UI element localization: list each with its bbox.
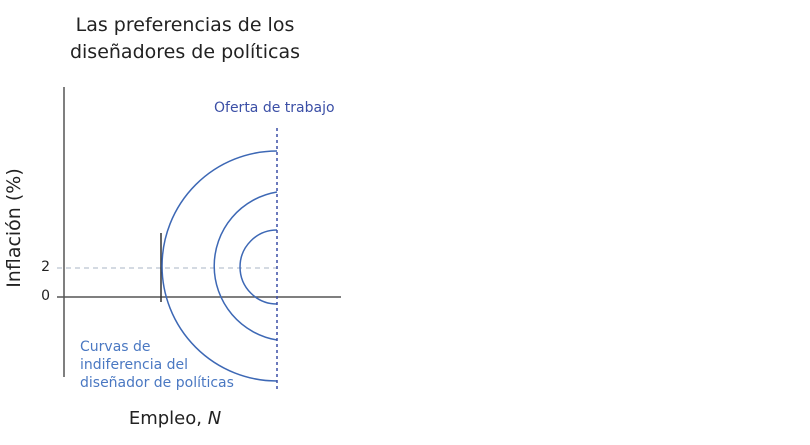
indifference-curve-middle	[213, 191, 278, 341]
x-axis-label: Empleo, N	[100, 408, 250, 429]
x-axis-label-text: Empleo,	[128, 408, 208, 429]
y-tick-2: 2	[41, 259, 50, 275]
title-line-2: diseñadores de políticas	[69, 41, 301, 63]
diagram-title: Las preferencias de los diseñadores de p…	[40, 12, 330, 66]
title-line-1: Las preferencias de los	[75, 14, 295, 36]
label-line-3: diseñador de políticas	[80, 375, 234, 391]
label-line-1: Curvas de	[80, 339, 151, 355]
x-axis-variable: N	[207, 408, 222, 429]
labor-supply-label: Oferta de trabajo	[214, 100, 335, 116]
y-tick-0: 0	[41, 288, 50, 304]
indifference-curves-label: Curvas de indiferencia del diseñador de …	[80, 338, 280, 392]
indifference-curve-outer	[161, 150, 278, 382]
indifference-curve-inner	[239, 229, 278, 305]
label-line-2: indiferencia del	[80, 357, 189, 373]
